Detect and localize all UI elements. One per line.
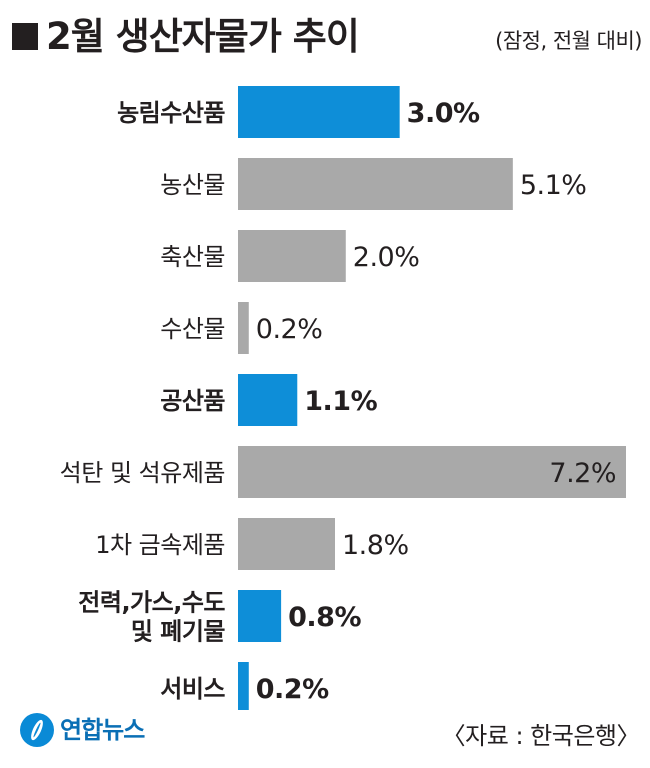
- logo-icon: [20, 713, 54, 747]
- bar-5: [238, 446, 626, 498]
- bar-2: [238, 230, 346, 282]
- value-label-2: 2.0%: [353, 242, 420, 273]
- value-label-8: 0.2%: [256, 674, 329, 705]
- category-label-6: 1차 금속제품: [95, 531, 225, 559]
- category-label-7-1: 및 폐기물: [131, 618, 226, 646]
- category-label-5: 석탄 및 석유제품: [60, 459, 225, 487]
- bar-6: [238, 518, 335, 570]
- title-square-icon: [12, 23, 38, 50]
- value-label-4: 1.1%: [304, 386, 377, 417]
- category-label-7-0: 전력,가스,수도: [78, 589, 225, 617]
- source-note: 〈자료 : 한국은행〉: [441, 722, 641, 750]
- category-label-4: 공산품: [160, 387, 225, 415]
- bar-7: [238, 590, 282, 642]
- bar-8: [238, 662, 249, 710]
- value-label-5: 7.2%: [549, 458, 616, 489]
- category-label-0: 농림수산품: [117, 99, 225, 127]
- title-block: 2월 생산자물가 추이 (잠정, 전월 대비): [12, 14, 642, 62]
- bar-4: [238, 374, 298, 426]
- value-label-0: 3.0%: [407, 98, 480, 129]
- bar-1: [238, 158, 513, 210]
- bar-0: [238, 86, 400, 138]
- value-label-1: 5.1%: [520, 170, 587, 201]
- news-logo: 연합뉴스: [20, 711, 200, 751]
- value-label-6: 1.8%: [342, 530, 409, 561]
- bar-3: [238, 302, 249, 354]
- bars-layer: 농림수산품 3.0% 농산물 5.1% 축산물 2.0% 수산물 0.2% 공산품 1.1% 석탄 …: [60, 86, 626, 710]
- category-label-2: 축산물: [160, 243, 225, 271]
- value-label-7: 0.8%: [288, 602, 361, 633]
- bar-chart: 농림수산품 3.0% 농산물 5.1% 축산물 2.0% 수산물 0.2% 공산품 1.1% 석탄 …: [60, 86, 626, 710]
- value-label-3: 0.2%: [256, 314, 323, 345]
- chart-subtitle: (잠정, 전월 대비): [495, 29, 642, 53]
- logo-text: 연합뉴스: [60, 716, 145, 744]
- category-label-3: 수산물: [160, 315, 225, 343]
- category-label-1: 농산물: [160, 171, 225, 199]
- category-label-8: 서비스: [160, 675, 225, 703]
- chart-title: 2월 생산자물가 추이: [46, 15, 360, 58]
